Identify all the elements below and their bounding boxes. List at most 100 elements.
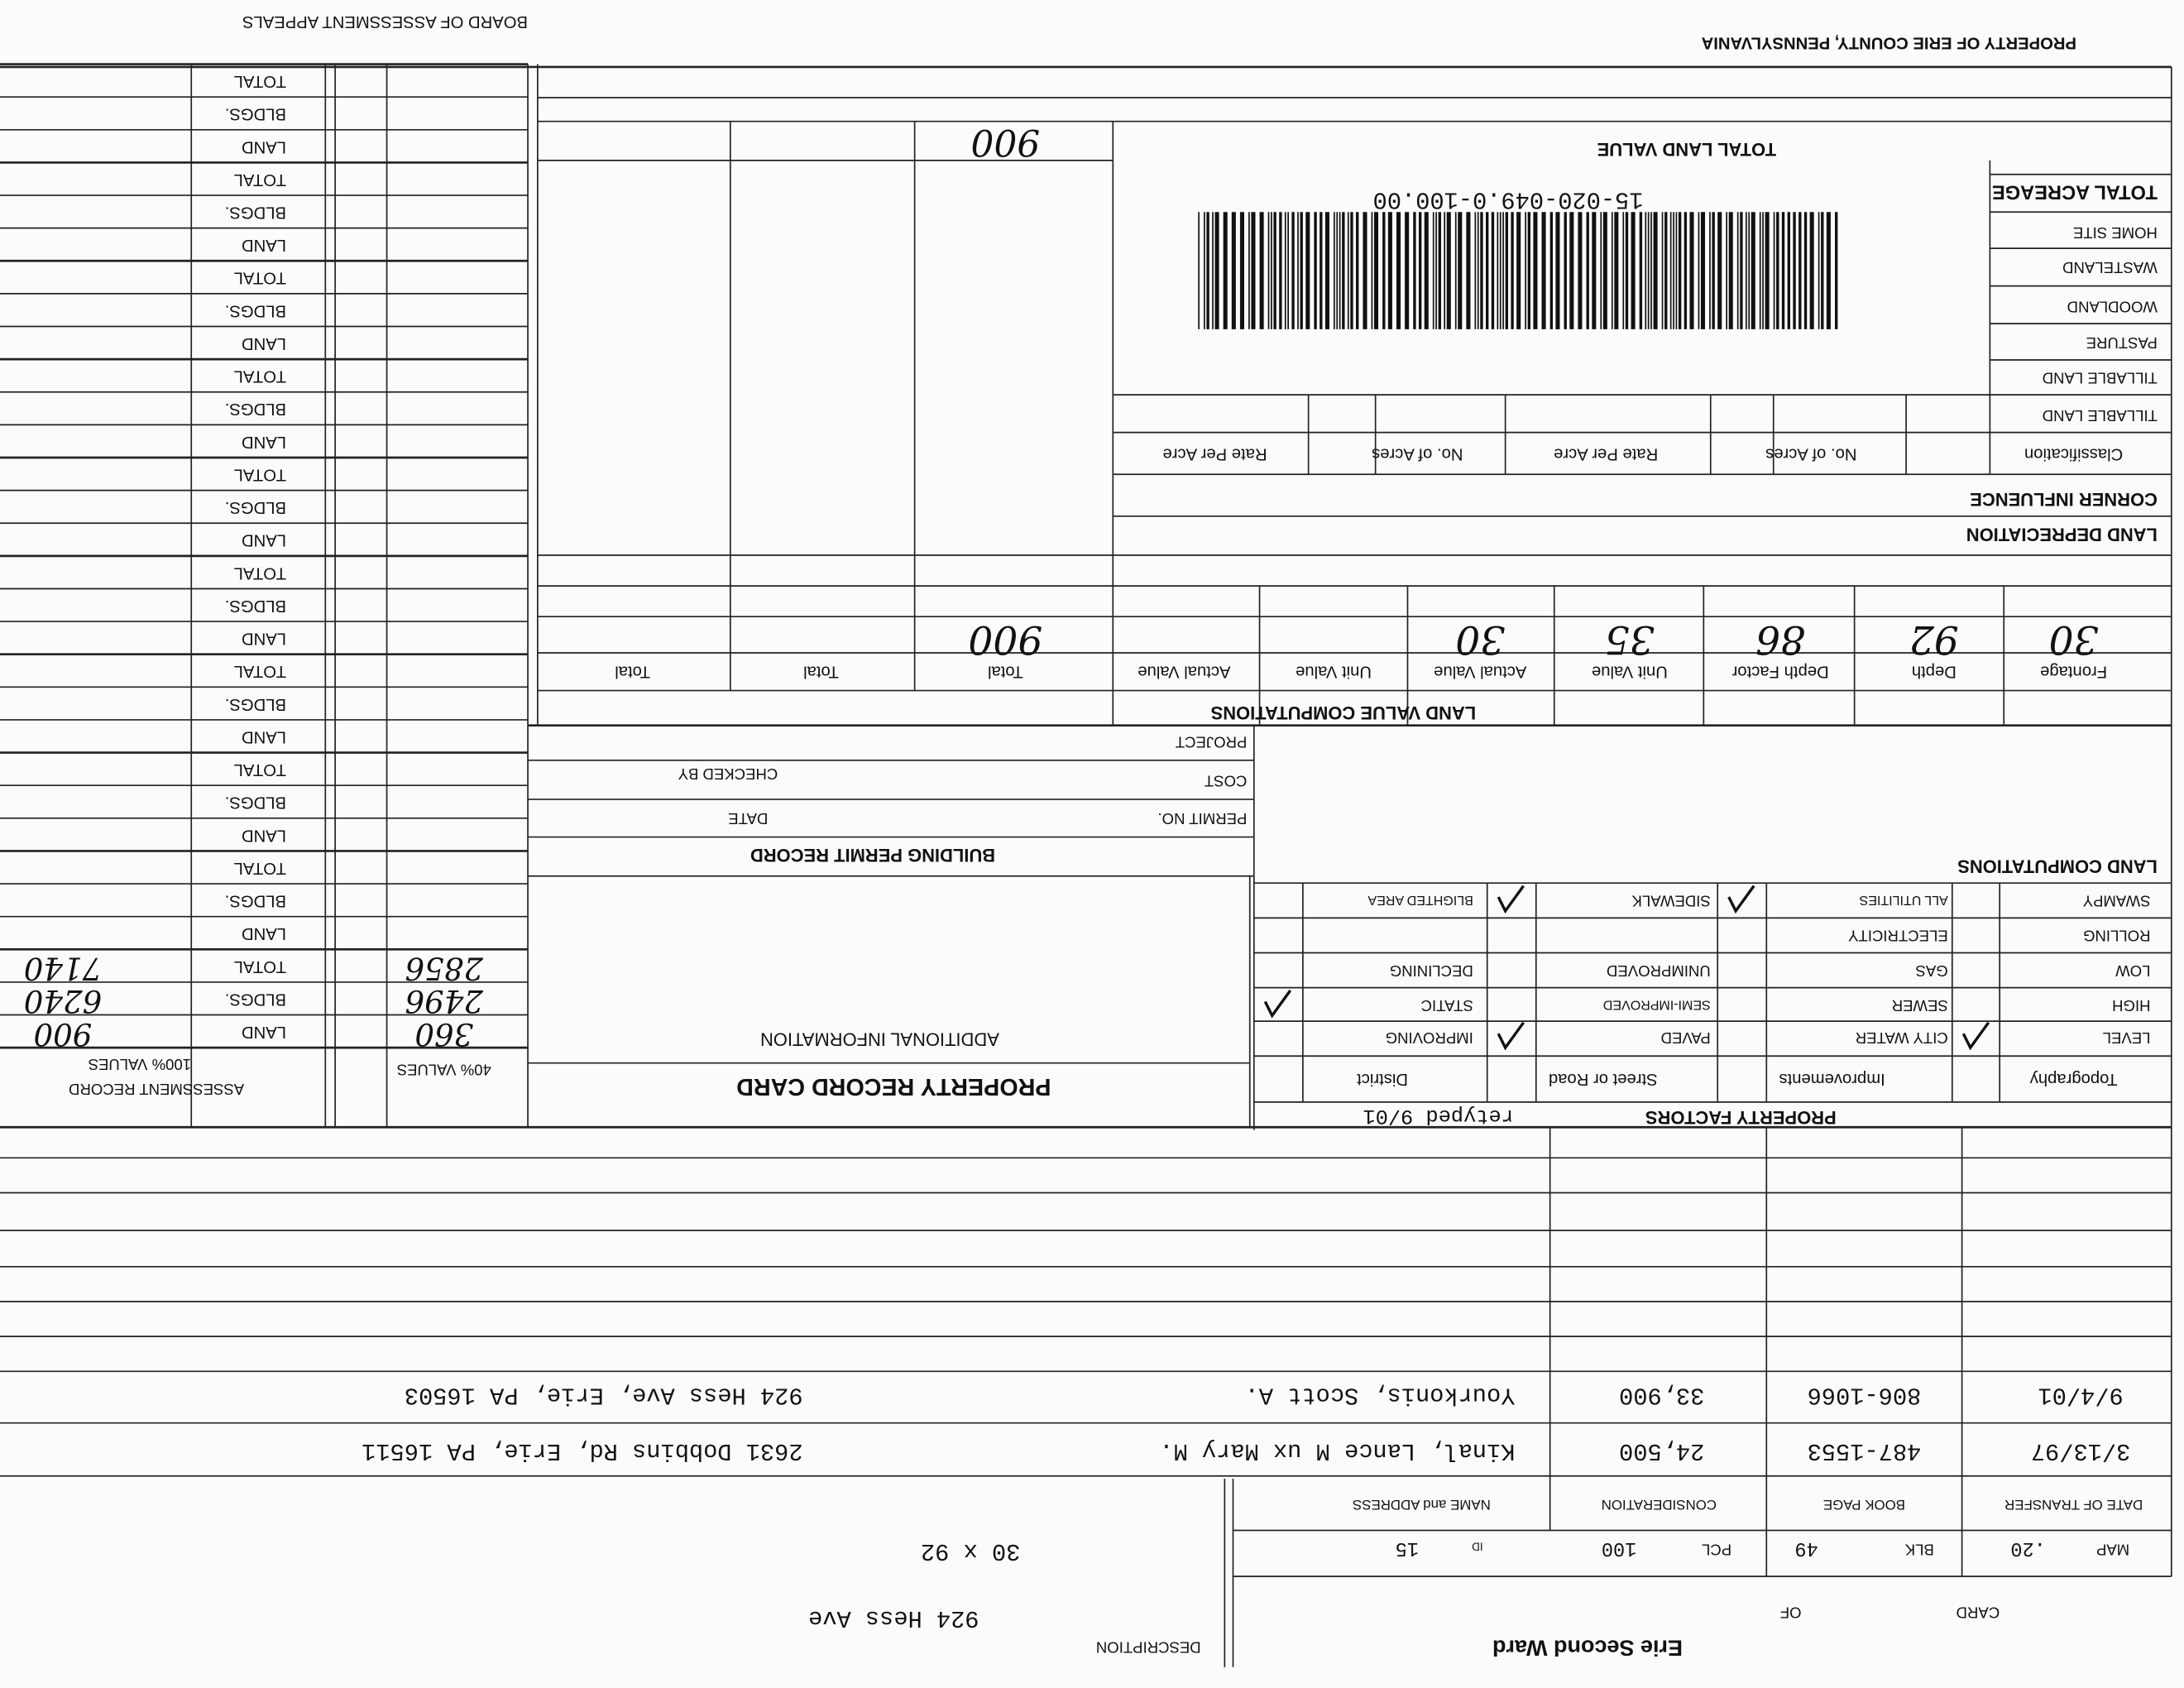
assessment-row-label: BLDGS. — [225, 892, 286, 910]
additional-information: ADDITIONAL INFORMATION — [760, 1029, 999, 1050]
barcode-bar — [1631, 212, 1636, 329]
factor-option: UNIMPROVED — [1607, 962, 1711, 980]
check-mark — [1497, 1021, 1525, 1051]
check-mark — [1727, 885, 1755, 914]
transfer-header: CONSIDERATION — [1602, 1497, 1717, 1513]
land-value-header: Unit Value — [1296, 663, 1372, 681]
barcode-bar — [1614, 212, 1619, 329]
assessment-row-label: BLDGS. — [225, 301, 286, 319]
barcode-bar — [1239, 212, 1244, 329]
factor-option: BLIGHTED AREA — [1367, 893, 1473, 908]
land-value-entry: 86 — [1755, 616, 1805, 662]
barcode-bar — [1684, 212, 1688, 329]
acreage-row-label: WOODLAND — [2067, 298, 2158, 315]
land-value-entry: 92 — [1909, 616, 1959, 662]
transfer-address: 924 Hess Ave, Erie, PA 16503 — [405, 1381, 803, 1408]
factor-option: DECLINING — [1390, 962, 1473, 980]
land-value-entry: 35 — [1605, 616, 1655, 662]
factor-option: SIDEWALK — [1631, 893, 1711, 910]
assessment-value-40: 2496 — [405, 983, 485, 1019]
barcode-bar — [1387, 212, 1392, 329]
barcode-bar — [1709, 212, 1711, 329]
acreage-row-label: TILLABLE LAND — [2043, 407, 2158, 424]
assessment-row-label: BLDGS. — [225, 794, 286, 812]
barcode-bar — [1212, 212, 1214, 329]
barcode-bar — [1645, 212, 1647, 329]
factor-option: LOW — [2115, 962, 2151, 980]
acreage-header: No. of Acres — [1372, 445, 1463, 463]
barcode-bar — [1555, 212, 1560, 329]
acreage-row-label: PASTURE — [2086, 334, 2158, 352]
transfer-header: DATE OF TRANSFER — [2004, 1497, 2143, 1513]
barcode-bar — [1287, 212, 1290, 329]
barcode-bar — [1762, 212, 1764, 329]
barcode-bar — [1273, 212, 1276, 329]
barcode-bar — [1578, 212, 1583, 329]
permit-project-label: PROJECT — [1176, 733, 1248, 750]
acreage-header: Rate Per Acre — [1163, 445, 1267, 463]
acreage-row-label: WASTELAND — [2062, 259, 2158, 276]
barcode-bar — [1259, 212, 1264, 329]
of-label: OF — [1780, 1604, 1802, 1621]
barcode-bar — [1773, 212, 1775, 329]
barcode-bar — [1405, 212, 1410, 329]
barcode-bar — [1251, 212, 1256, 329]
barcode-bar — [1669, 212, 1672, 329]
barcode-bar — [1339, 212, 1341, 329]
barcode-bar — [1678, 212, 1682, 329]
total-land-value: 900 — [970, 121, 1040, 163]
barcode-bar — [1740, 212, 1743, 329]
property-factors-note: retyped 9/01 — [1363, 1104, 1513, 1128]
barcode-bar — [1497, 212, 1499, 329]
land-value-header: Depth Factor — [1731, 663, 1828, 681]
barcode-bar — [1350, 212, 1353, 329]
acreage-row-label: TOTAL ACREAGE — [1992, 181, 2158, 203]
barcode-bar — [1527, 212, 1531, 329]
barcode-bar — [1653, 212, 1658, 329]
barcode-bar — [1223, 212, 1228, 329]
county-header: PROPERTY OF ERIE COUNTY, PENNSYLVANIA — [1701, 33, 2076, 51]
barcode-bar — [1291, 212, 1295, 329]
factor-option: PAVED — [1661, 1029, 1711, 1047]
acreage-header: Classification — [2024, 445, 2123, 463]
acreage-row-label: HOME SITE — [2073, 224, 2158, 242]
assessment-row-label: TOTAL — [234, 662, 286, 680]
barcode-bar — [1502, 212, 1504, 329]
transfer-book-page: 487-1553 — [1808, 1437, 1922, 1465]
barcode-bar — [1700, 212, 1706, 329]
barcode-bar — [1204, 212, 1205, 329]
assessment-value-40: 360 — [414, 1016, 473, 1052]
barcode-bar — [1486, 212, 1489, 329]
property-factors-title: PROPERTY FACTORS — [1645, 1107, 1837, 1128]
factor-option: LEVEL — [2103, 1029, 2151, 1047]
factor-option: ALL UTILITIES — [1860, 893, 1948, 908]
values-40-header: 40% VALUES — [397, 1062, 491, 1079]
map-value: .20 — [2010, 1537, 2046, 1559]
barcode-bar — [1371, 212, 1373, 329]
parcel-id: 15-020-049.0-100.00 — [1373, 186, 1644, 213]
barcode-bar — [1835, 212, 1838, 329]
barcode-bar — [1454, 212, 1457, 329]
board-header: BOARD OF ASSESSMENT APPEALS — [242, 12, 528, 31]
barcode-bar — [1592, 212, 1597, 329]
barcode-bar — [1424, 212, 1429, 329]
assessment-row-label: LAND — [242, 826, 286, 844]
land-value-title: LAND VALUE COMPUTATIONS — [1211, 703, 1476, 723]
barcode-bar — [1511, 212, 1514, 329]
factor-option: ELECTRICITY — [1848, 928, 1948, 945]
description-dimensions: 30 x 92 — [921, 1537, 1020, 1565]
permit-number-label: PERMIT NO. — [1157, 810, 1247, 827]
assessment-value-100: 6240 — [24, 983, 103, 1019]
barcode-bar — [1564, 212, 1567, 329]
barcode-bar — [1525, 212, 1526, 329]
barcode-bar — [1432, 212, 1434, 329]
assessment-row-label: BLDGS. — [225, 695, 286, 713]
check-mark — [1961, 1021, 1990, 1051]
transfer-name: Kinal, Lance M ux Mary M. — [1159, 1437, 1515, 1465]
barcode-bar — [1712, 212, 1715, 329]
land-computations-title: LAND COMPUTATIONS — [1957, 856, 2158, 876]
barcode-bar — [1324, 212, 1329, 329]
barcode-bar — [1673, 212, 1674, 329]
transfer-date: 9/4/01 — [2038, 1381, 2123, 1408]
barcode-bar — [1809, 212, 1814, 329]
